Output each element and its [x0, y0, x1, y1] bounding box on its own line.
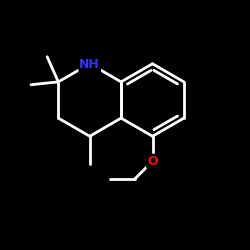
Text: NH: NH [79, 58, 100, 71]
Text: O: O [147, 155, 158, 168]
